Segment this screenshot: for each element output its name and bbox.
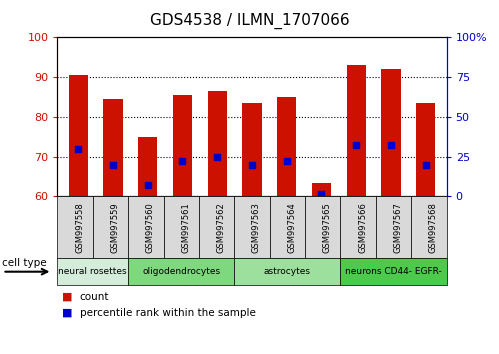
Text: cell type: cell type [2, 258, 47, 268]
Text: GSM997566: GSM997566 [358, 202, 367, 253]
Text: GSM997564: GSM997564 [287, 202, 296, 253]
Text: GSM997560: GSM997560 [146, 202, 155, 253]
Text: GDS4538 / ILMN_1707066: GDS4538 / ILMN_1707066 [150, 12, 349, 29]
Text: oligodendrocytes: oligodendrocytes [142, 267, 220, 276]
Bar [103, 99, 123, 196]
Bar [416, 103, 435, 196]
Text: percentile rank within the sample: percentile rank within the sample [80, 308, 255, 318]
Bar [173, 95, 192, 196]
Text: GSM997568: GSM997568 [429, 202, 438, 253]
Text: GSM997565: GSM997565 [323, 202, 332, 253]
Text: ■: ■ [62, 292, 73, 302]
Bar [312, 183, 331, 196]
Bar [381, 69, 401, 196]
Bar [69, 75, 88, 196]
Text: GSM997562: GSM997562 [217, 202, 226, 253]
Text: count: count [80, 292, 109, 302]
Bar [138, 137, 157, 196]
Bar [243, 103, 261, 196]
Text: GSM997567: GSM997567 [394, 202, 403, 253]
Text: ■: ■ [62, 308, 73, 318]
Bar [208, 91, 227, 196]
Bar [347, 65, 366, 196]
Text: GSM997563: GSM997563 [252, 202, 261, 253]
Text: neural rosettes: neural rosettes [58, 267, 127, 276]
Text: GSM997559: GSM997559 [110, 202, 119, 253]
Text: astrocytes: astrocytes [264, 267, 311, 276]
Text: neurons CD44- EGFR-: neurons CD44- EGFR- [345, 267, 442, 276]
Text: GSM997561: GSM997561 [181, 202, 190, 253]
Text: GSM997558: GSM997558 [75, 202, 84, 253]
Bar [277, 97, 296, 196]
